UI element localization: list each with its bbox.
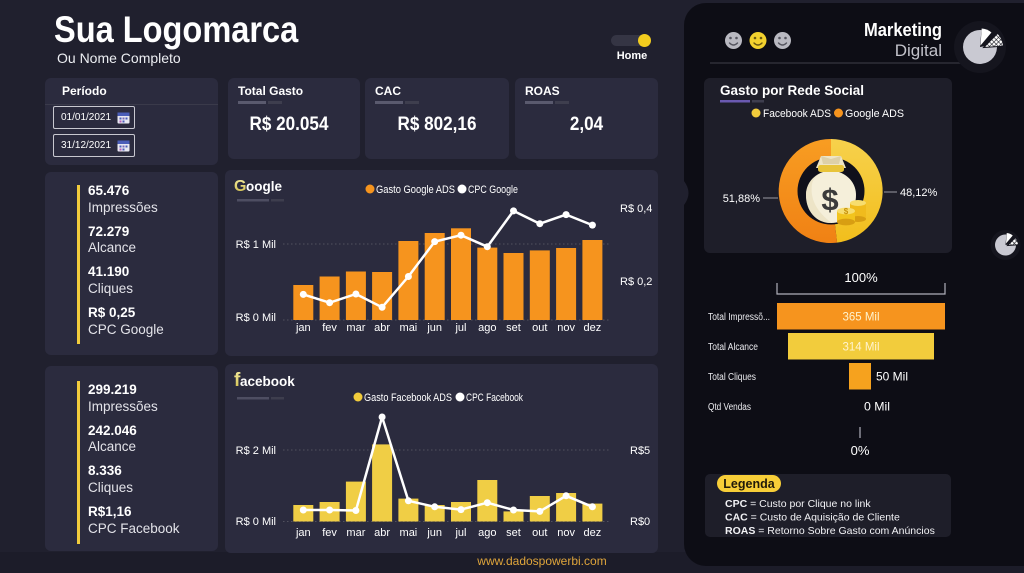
- svg-text:Total Cliques: Total Cliques: [708, 372, 756, 383]
- svg-text:CPC = Custo por Clique no link: CPC = Custo por Clique no link: [725, 498, 871, 510]
- svg-text:R$ 0,4: R$ 0,4: [620, 203, 652, 215]
- svg-text:abr: abr: [374, 527, 390, 539]
- svg-text:50 Mil: 50 Mil: [876, 370, 908, 384]
- svg-text:ROAS = Retorno Sobre Gasto com: ROAS = Retorno Sobre Gasto com Anúncios: [725, 525, 935, 537]
- svg-text:0 Mil: 0 Mil: [864, 400, 890, 414]
- svg-text:51,88%: 51,88%: [723, 193, 761, 205]
- svg-text:R$ 0,2: R$ 0,2: [620, 276, 652, 288]
- svg-text:Gasto Google ADS: Gasto Google ADS: [376, 184, 455, 196]
- svg-text:R$0: R$0: [630, 516, 650, 528]
- svg-text:Gasto por Rede Social: Gasto por Rede Social: [720, 83, 864, 98]
- svg-text:set: set: [506, 322, 521, 334]
- svg-text:365 Mil: 365 Mil: [843, 310, 880, 324]
- svg-text:fev: fev: [322, 527, 337, 539]
- svg-text:jun: jun: [426, 322, 442, 334]
- svg-text:CPC Facebook: CPC Facebook: [466, 392, 523, 404]
- svg-text:ago: ago: [478, 322, 496, 334]
- svg-text:$: $: [844, 207, 849, 216]
- svg-text:Total Alcance: Total Alcance: [708, 342, 758, 353]
- svg-text:nov: nov: [557, 527, 575, 539]
- svg-text:Gasto Facebook ADS: Gasto Facebook ADS: [364, 392, 452, 404]
- svg-text:R$5: R$5: [630, 445, 650, 457]
- svg-text:R$ 1 Mil: R$ 1 Mil: [236, 239, 276, 251]
- svg-text:CAC = Custo de Aquisição de Cl: CAC = Custo de Aquisição de Cliente: [725, 512, 900, 524]
- svg-text:CPC Google: CPC Google: [468, 184, 518, 196]
- svg-text:abr: abr: [374, 322, 390, 334]
- svg-text:314 Mil: 314 Mil: [843, 340, 880, 354]
- svg-text:100%: 100%: [844, 270, 878, 285]
- svg-text:jul: jul: [454, 322, 466, 334]
- svg-text:nov: nov: [557, 322, 575, 334]
- svg-text:out: out: [532, 322, 547, 334]
- svg-text:dez: dez: [584, 322, 602, 334]
- svg-text:Marketing: Marketing: [864, 20, 942, 40]
- svg-text:R$ 2 Mil: R$ 2 Mil: [236, 445, 276, 457]
- svg-text:jan: jan: [295, 527, 311, 539]
- svg-text:Total Impressõ...: Total Impressõ...: [708, 312, 770, 323]
- svg-text:48,12%: 48,12%: [900, 187, 938, 199]
- svg-text:R$ 0 Mil: R$ 0 Mil: [236, 312, 276, 324]
- svg-text:fev: fev: [322, 322, 337, 334]
- svg-text:out: out: [532, 527, 547, 539]
- svg-text:oogle: oogle: [246, 179, 282, 194]
- svg-text:jan: jan: [295, 322, 311, 334]
- svg-text:jul: jul: [454, 527, 466, 539]
- svg-text:G: G: [234, 178, 246, 195]
- svg-text:ago: ago: [478, 527, 496, 539]
- svg-text:Legenda: Legenda: [723, 477, 775, 491]
- svg-text:jun: jun: [426, 527, 442, 539]
- svg-text:$: $: [821, 182, 838, 217]
- svg-text:mai: mai: [400, 322, 418, 334]
- svg-text:f: f: [234, 370, 241, 391]
- svg-text:dez: dez: [584, 527, 602, 539]
- svg-text:mar: mar: [346, 322, 365, 334]
- svg-text:set: set: [506, 527, 521, 539]
- svg-text:Facebook ADS: Facebook ADS: [763, 108, 831, 120]
- svg-text:R$ 0 Mil: R$ 0 Mil: [236, 516, 276, 528]
- svg-text:mar: mar: [346, 527, 365, 539]
- svg-text:Google ADS: Google ADS: [845, 108, 904, 120]
- svg-text:acebook: acebook: [240, 374, 295, 389]
- svg-text:mai: mai: [400, 527, 418, 539]
- svg-text:Qtd Vendas: Qtd Vendas: [708, 402, 751, 413]
- svg-text:0%: 0%: [851, 443, 870, 458]
- svg-text:Digital: Digital: [895, 41, 942, 60]
